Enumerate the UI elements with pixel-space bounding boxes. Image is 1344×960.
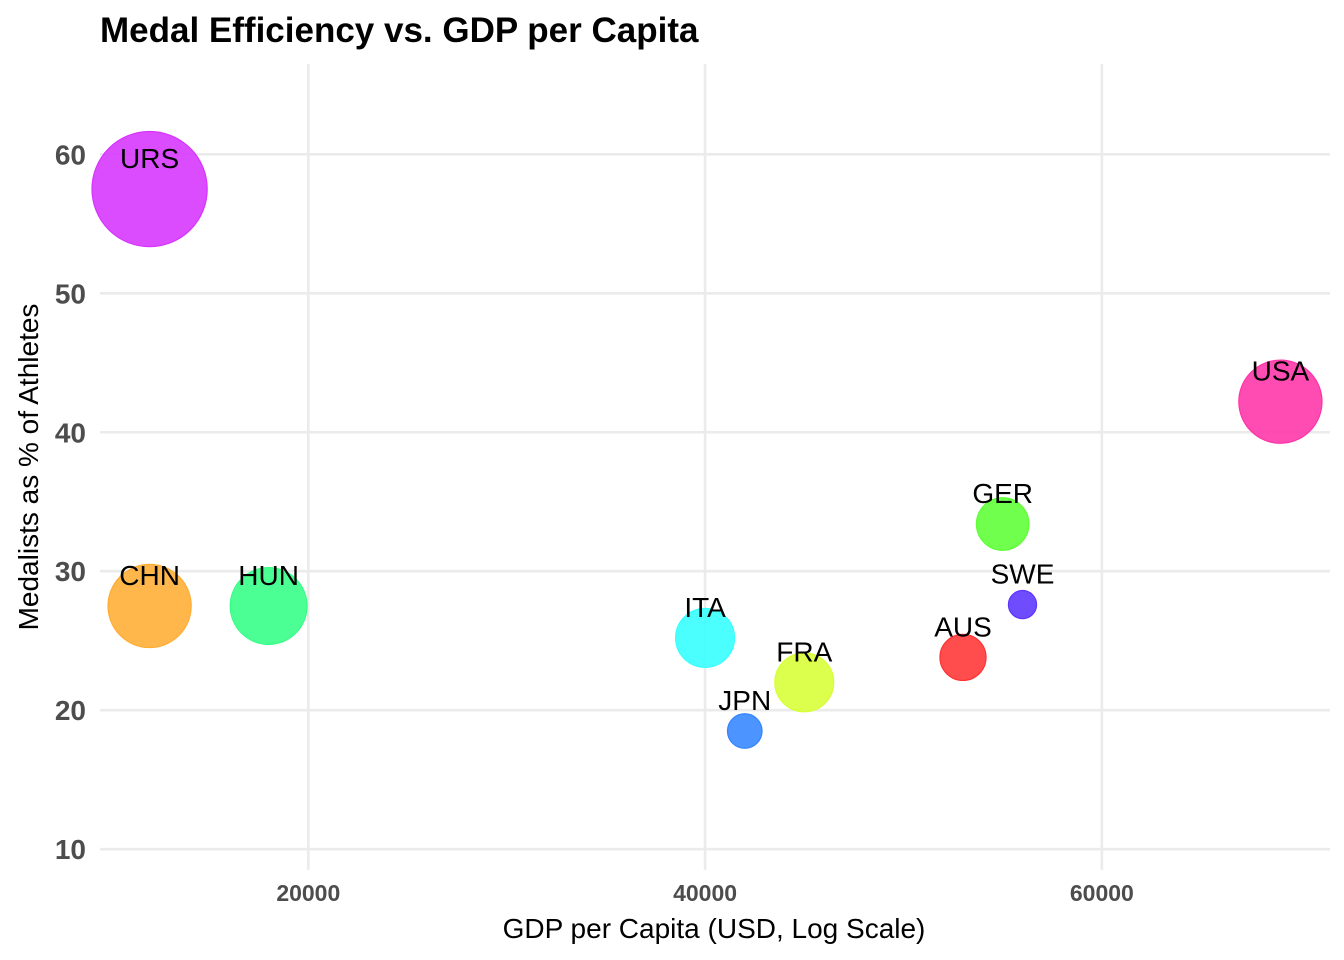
point-label-aus: AUS bbox=[934, 611, 992, 642]
point-chn bbox=[107, 563, 192, 649]
point-usa bbox=[1238, 359, 1323, 444]
point-aus bbox=[939, 633, 987, 682]
point-ita bbox=[675, 607, 736, 668]
y-tick-label: 60 bbox=[55, 139, 86, 170]
x-tick-label: 40000 bbox=[673, 880, 737, 906]
point-label-jpn: JPN bbox=[718, 685, 771, 716]
chart-title: Medal Efficiency vs. GDP per Capita bbox=[100, 11, 699, 50]
point-label-swe: SWE bbox=[991, 559, 1055, 590]
y-tick-label: 40 bbox=[55, 417, 86, 448]
point-label-hun: HUN bbox=[238, 560, 299, 591]
x-tick-label: 60000 bbox=[1070, 880, 1134, 906]
point-fra bbox=[774, 652, 835, 713]
y-tick-label: 20 bbox=[55, 695, 86, 726]
x-axis-title: GDP per Capita (USD, Log Scale) bbox=[503, 913, 926, 944]
point-swe bbox=[1007, 589, 1038, 620]
point-label-chn: CHN bbox=[119, 560, 180, 591]
grid-layer bbox=[100, 64, 1330, 870]
y-tick-label: 30 bbox=[55, 556, 86, 587]
point-ger bbox=[975, 497, 1030, 551]
point-hun bbox=[229, 566, 308, 645]
x-tick-label: 20000 bbox=[276, 880, 340, 906]
point-label-ita: ITA bbox=[684, 592, 726, 623]
point-label-fra: FRA bbox=[776, 636, 832, 667]
points-layer bbox=[91, 130, 1323, 749]
y-tick-label: 10 bbox=[55, 834, 86, 865]
point-label-usa: USA bbox=[1252, 356, 1310, 387]
point-urs bbox=[91, 130, 208, 248]
ticks-layer: 10 20 30 40 50 60 20000 40000 60000 bbox=[55, 139, 1134, 906]
y-axis-title: Medalists as % of Athletes bbox=[13, 304, 44, 631]
y-tick-label: 50 bbox=[55, 278, 86, 309]
point-jpn bbox=[726, 713, 763, 749]
point-label-ger: GER bbox=[972, 478, 1033, 509]
point-label-urs: URS bbox=[120, 143, 179, 174]
